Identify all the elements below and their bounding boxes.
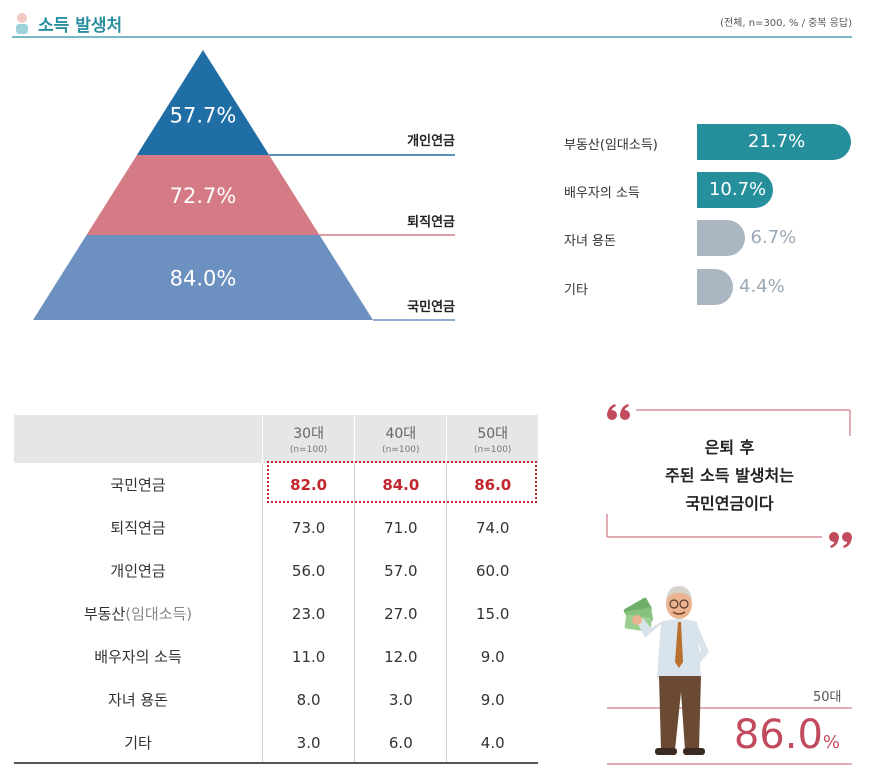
- pyramid-category-label: 개인연금: [407, 134, 455, 149]
- section-header: 소득 발생처 (전체, n=300, % / 중복 응답): [12, 8, 852, 38]
- table-cell: 71.0: [354, 506, 447, 549]
- table-cell: 86.0: [446, 463, 538, 506]
- table-cell: 12.0: [354, 635, 447, 678]
- pyramid-category-label: 국민연금: [407, 300, 455, 315]
- callout-number: 86.0: [733, 712, 823, 758]
- table-cell: 9.0: [446, 635, 538, 678]
- page-title: 소득 발생처: [38, 16, 123, 36]
- column-n: (n=100): [473, 445, 512, 455]
- table-row: 기타 3.0 6.0 4.0: [14, 721, 538, 764]
- bar: [697, 172, 773, 208]
- table-cell: 15.0: [446, 592, 538, 635]
- pyramid-category-label: 퇴직연금: [407, 215, 455, 230]
- close-quote-icon: [829, 532, 852, 548]
- table-cell: 56.0: [261, 549, 355, 592]
- table-row: 자녀 용돈 8.0 3.0 9.0: [14, 678, 538, 721]
- pyramid-value-label: 84.0%: [170, 267, 237, 291]
- table-cell: 82.0: [261, 463, 355, 506]
- row-label: 배우자의 소득: [94, 648, 182, 666]
- pyramid-value-label: 72.7%: [170, 184, 237, 208]
- bar-value-label: 10.7%: [708, 179, 767, 200]
- callout-box: 은퇴 후 주된 소득 발생처는 국민연금이다: [607, 409, 852, 537]
- row-label: 국민연금: [110, 476, 166, 494]
- open-quote-icon: [607, 404, 630, 420]
- bar-category-label: 부동산(임대소득): [564, 138, 658, 153]
- table-row: 부동산(임대소득) 23.0 27.0 15.0: [14, 592, 538, 635]
- column-label: 30대: [293, 426, 324, 442]
- callout-line: 국민연금이다: [685, 494, 774, 513]
- table-bottom-rule: [14, 762, 538, 764]
- table-cell: 23.0: [261, 592, 355, 635]
- bar-category-label: 배우자의 소득: [564, 186, 640, 201]
- bar-value-label: 21.7%: [748, 131, 806, 152]
- table-cell: 11.0: [261, 635, 355, 678]
- bar: [697, 269, 733, 305]
- header-divider: [12, 36, 852, 38]
- highlight-box: [267, 461, 537, 503]
- column-n: (n=100): [289, 445, 328, 455]
- row-label: 개인연금: [110, 562, 166, 580]
- table-row: 퇴직연금 73.0 71.0 74.0: [14, 506, 538, 549]
- column-n: (n=100): [382, 445, 420, 455]
- callout-value: 86.0%: [734, 712, 840, 758]
- age-table: 30대 (n=100) 40대 (n=100) 50대 (n=100) 국민연금…: [14, 415, 538, 764]
- callout-line: 주된 소득 발생처는: [665, 466, 794, 485]
- row-label: 퇴직연금: [110, 519, 166, 537]
- row-label: 부동산(임대소득): [83, 605, 193, 623]
- sample-note: (전체, n=300, % / 중복 응답): [720, 18, 852, 29]
- column-header: 50대 (n=100): [446, 415, 538, 463]
- table-cell: 74.0: [446, 506, 538, 549]
- callout-unit: %: [822, 732, 840, 753]
- bar: [697, 124, 851, 160]
- bar-category-label: 기타: [564, 283, 588, 298]
- table-header-row: 30대 (n=100) 40대 (n=100) 50대 (n=100): [14, 415, 538, 463]
- pyramid-band: [136, 50, 270, 155]
- table-cell: 73.0: [261, 506, 355, 549]
- person-icon: [16, 13, 28, 34]
- table-cell: 4.0: [446, 721, 538, 764]
- bar-category-label: 자녀 용돈: [564, 234, 616, 249]
- column-label: 50대: [477, 426, 509, 442]
- table-cell: 6.0: [354, 721, 447, 764]
- table-cell: 84.0: [354, 463, 447, 506]
- table-row: 배우자의 소득 11.0 12.0 9.0: [14, 635, 538, 678]
- man-with-money-illustration: [623, 586, 709, 755]
- table-cell: 9.0: [446, 678, 538, 721]
- callout-text: 은퇴 후 주된 소득 발생처는 국민연금이다: [607, 434, 852, 518]
- bar-value-label: 4.4%: [739, 276, 785, 297]
- table-cell: 27.0: [354, 592, 447, 635]
- column-header: 40대 (n=100): [354, 415, 447, 463]
- table-row: 국민연금 82.0 84.0 86.0: [14, 463, 538, 506]
- table-corner: [14, 415, 263, 463]
- row-label: 자녀 용돈: [108, 691, 168, 709]
- pyramid-value-label: 57.7%: [170, 104, 237, 128]
- table-cell: 8.0: [261, 678, 355, 721]
- row-label: 기타: [124, 734, 152, 752]
- table-cell: 57.0: [354, 549, 447, 592]
- column-header: 30대 (n=100): [261, 415, 355, 463]
- pyramid-band: [86, 155, 320, 235]
- bar: [697, 220, 745, 256]
- table-row: 개인연금 56.0 57.0 60.0: [14, 549, 538, 592]
- callout-line: 은퇴 후: [704, 438, 755, 457]
- callout-age: 50대: [813, 690, 842, 705]
- pyramid-band: [33, 235, 373, 320]
- bar-value-label: 6.7%: [750, 227, 797, 248]
- table-cell: 3.0: [354, 678, 447, 721]
- table-cell: 3.0: [261, 721, 355, 764]
- table-cell: 60.0: [446, 549, 538, 592]
- column-label: 40대: [385, 426, 417, 442]
